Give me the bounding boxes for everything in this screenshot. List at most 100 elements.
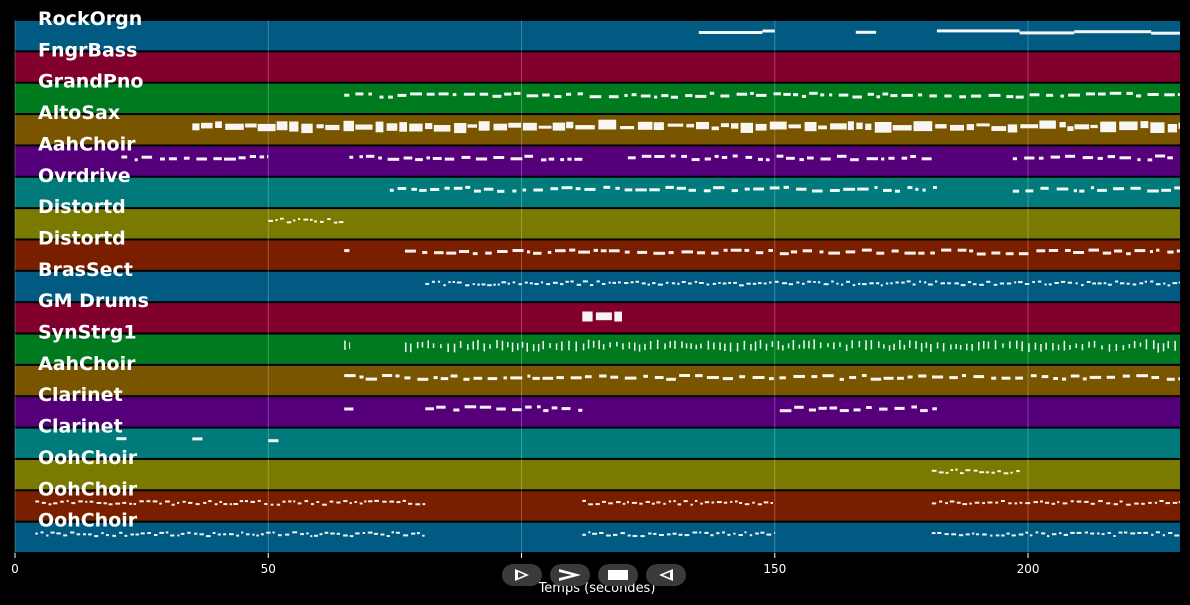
note [518, 283, 522, 286]
note [758, 282, 762, 285]
note [637, 250, 648, 254]
note [1167, 124, 1177, 133]
note [861, 248, 872, 252]
note [40, 531, 44, 534]
note [962, 503, 968, 506]
note [487, 377, 498, 381]
note [894, 189, 900, 193]
note [1033, 501, 1038, 504]
note [362, 532, 365, 534]
stop-button[interactable] [598, 564, 638, 586]
note [425, 407, 434, 411]
note [1063, 340, 1066, 351]
note [115, 502, 121, 505]
note [250, 500, 255, 503]
note [1012, 157, 1017, 161]
note [656, 339, 659, 349]
note [740, 122, 753, 133]
note [452, 281, 455, 283]
note [1147, 189, 1159, 193]
note [720, 123, 729, 128]
note [349, 502, 352, 505]
note [744, 531, 747, 534]
note [973, 375, 985, 379]
note [600, 249, 607, 253]
note [930, 344, 932, 353]
note [349, 535, 354, 538]
note [755, 532, 759, 535]
note [440, 344, 442, 349]
note [194, 532, 198, 535]
note [1014, 281, 1017, 284]
note [1174, 340, 1176, 351]
note [684, 534, 690, 537]
note [301, 123, 313, 134]
note [56, 532, 61, 535]
note [106, 534, 109, 537]
note [986, 280, 991, 283]
rewind-button[interactable] [646, 564, 686, 586]
note [1154, 501, 1158, 504]
note [827, 343, 829, 348]
note [1147, 158, 1153, 162]
note [1107, 155, 1115, 159]
note [374, 532, 378, 535]
note [699, 531, 702, 534]
fast-forward-button[interactable] [550, 564, 590, 586]
note [513, 91, 521, 95]
note [1176, 249, 1180, 253]
note [613, 533, 618, 536]
note [870, 340, 873, 350]
note [694, 280, 698, 283]
note [453, 186, 463, 190]
note [698, 31, 763, 34]
note [959, 472, 964, 475]
note [670, 95, 678, 99]
note [1106, 375, 1115, 379]
note [985, 471, 989, 474]
note [436, 405, 446, 409]
note [769, 377, 774, 381]
note [431, 280, 435, 283]
note [935, 124, 947, 129]
note [1140, 121, 1149, 129]
note [521, 341, 524, 348]
note [1073, 189, 1077, 193]
note [1070, 500, 1074, 503]
note [1051, 502, 1056, 505]
note [1122, 345, 1125, 351]
x-tick-label: 50 [261, 562, 276, 576]
note [493, 123, 508, 131]
note [768, 249, 773, 252]
play-button[interactable] [502, 564, 542, 586]
note [937, 532, 942, 534]
note [1082, 156, 1094, 160]
note [769, 186, 780, 190]
note [750, 91, 754, 95]
note [578, 408, 583, 412]
x-tick-label: 0 [11, 562, 19, 576]
note [839, 342, 841, 348]
note [858, 341, 861, 348]
note [1130, 186, 1141, 190]
note [876, 251, 885, 255]
note [1039, 120, 1056, 129]
note [993, 283, 998, 286]
note [1086, 281, 1091, 283]
note [915, 340, 917, 349]
track-band [15, 397, 1180, 427]
note [1057, 501, 1060, 504]
note [695, 374, 703, 378]
note [965, 469, 971, 472]
note [314, 534, 318, 537]
note [512, 249, 524, 252]
note [1149, 250, 1153, 254]
note [829, 93, 833, 97]
note [858, 282, 861, 285]
play-outline-icon [515, 569, 529, 581]
note [550, 187, 559, 191]
note [719, 342, 721, 350]
track-band [15, 522, 1180, 552]
note [101, 532, 104, 535]
note [1174, 534, 1180, 537]
